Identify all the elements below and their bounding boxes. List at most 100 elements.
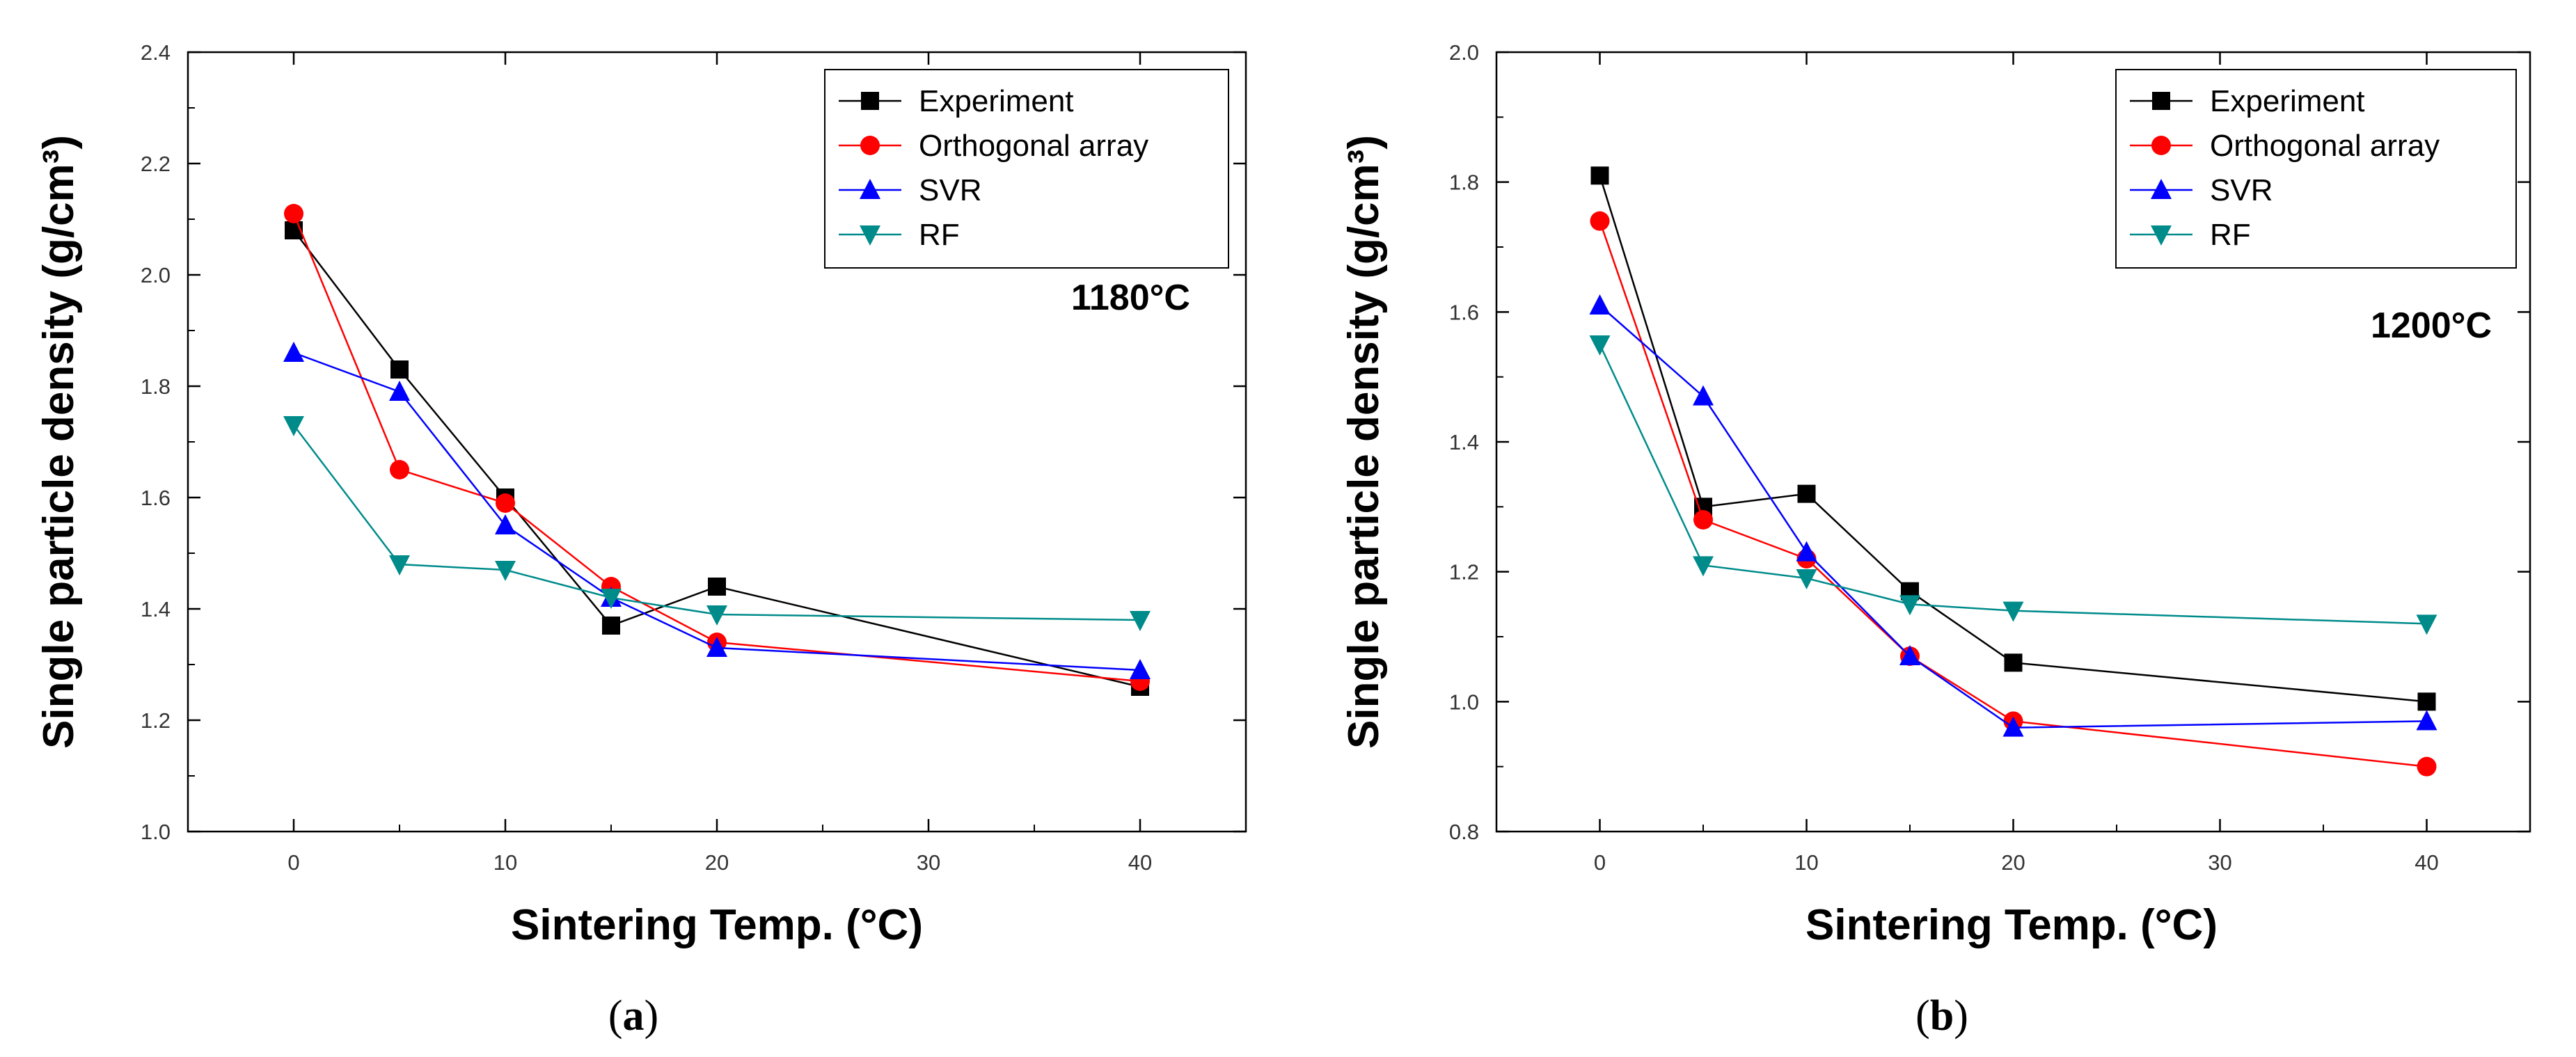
y-tick-label: 2.0 <box>1449 40 1479 65</box>
series-line <box>292 213 1141 683</box>
data-point <box>390 460 409 479</box>
data-point <box>1693 385 1714 406</box>
data-point <box>1590 166 1609 185</box>
y-tick-label: 1.4 <box>1449 430 1479 454</box>
series-line <box>1599 221 2427 768</box>
y-axis-title: Single particle density (g/cm³) <box>1340 135 1388 749</box>
data-point <box>1796 541 1817 562</box>
y-tick-label: 0.8 <box>1449 820 1479 844</box>
data-point <box>283 342 304 362</box>
x-axis-title: Sintering Temp. (°C) <box>1805 901 2218 949</box>
x-tick-label: 40 <box>2415 850 2438 875</box>
chart-panel-b: 0 10 20 30 40 0.8 1.0 1.2 1.4 1.6 1.8 2.0 Sintering … <box>1340 40 2531 1040</box>
chart-panel-a: 0 10 20 30 40 1.0 1.2 1.4 1.6 1.8 2.0 2.2 2.4 Sinteri… <box>35 40 1247 1040</box>
legend-label: Orthogonal array <box>2210 129 2440 163</box>
x-tick-label: 20 <box>2001 850 2025 875</box>
data-point <box>601 589 622 609</box>
data-point <box>2002 601 2024 622</box>
legend-marker <box>860 179 880 199</box>
series-line <box>1599 305 2427 729</box>
x-tick-label: 10 <box>493 850 517 875</box>
x-tick-label: 10 <box>1794 850 1818 875</box>
panel-label: (a) <box>608 992 658 1040</box>
series-line <box>293 351 1141 671</box>
data-point <box>1589 335 1611 356</box>
data-point <box>2416 710 2437 731</box>
y-tick-label: 2.4 <box>141 40 171 65</box>
x-tick-label: 0 <box>287 850 299 875</box>
panel-letter: b <box>1930 992 1954 1040</box>
x-tick-label: 0 <box>1594 850 1606 875</box>
data-point <box>706 637 727 657</box>
panel-label: (b) <box>1915 992 1968 1040</box>
data-point <box>1693 556 1714 577</box>
data-point <box>2417 692 2436 711</box>
data-point <box>1899 645 1920 665</box>
legend-marker <box>2151 225 2172 246</box>
y-tick-label: 2.2 <box>141 152 171 176</box>
data-point <box>1130 611 1151 631</box>
legend-marker <box>860 225 880 246</box>
legend-marker <box>861 92 879 110</box>
legend-label: RF <box>2210 218 2251 252</box>
legend-marker <box>2151 136 2171 155</box>
legend-label: SVR <box>2210 173 2273 207</box>
x-axis-title: Sintering Temp. (°C) <box>511 901 923 949</box>
data-point <box>1797 484 1816 503</box>
data-point <box>2416 614 2437 635</box>
x-tick-label: 30 <box>2208 850 2231 875</box>
y-tick-label: 1.4 <box>141 597 171 621</box>
data-point <box>1693 510 1713 530</box>
data-point <box>706 605 727 626</box>
series-orthogonal-array <box>1590 211 2437 777</box>
data-point <box>389 555 410 575</box>
y-axis-title: Single particle density (g/cm³) <box>35 135 83 749</box>
panel-letter: a <box>623 992 645 1040</box>
legend: Experiment Orthogonal array SVR RF <box>2115 69 2517 269</box>
panel-label-close: ) <box>645 992 659 1040</box>
y-tick-label: 1.2 <box>1449 560 1479 585</box>
series-line <box>293 424 1141 621</box>
y-tick-label: 1.2 <box>141 708 171 733</box>
data-point <box>389 381 410 401</box>
y-tick-label: 2.0 <box>141 263 171 287</box>
panel-label-open: ( <box>608 992 623 1040</box>
data-point <box>1130 659 1151 679</box>
y-tick-label: 1.0 <box>141 820 171 844</box>
y-tick-label: 1.6 <box>1449 300 1479 324</box>
data-point <box>1899 595 1920 616</box>
data-point <box>1590 211 1610 231</box>
data-point <box>390 360 409 379</box>
x-tick-label: 30 <box>917 850 940 875</box>
y-tick-label: 1.6 <box>141 486 171 510</box>
data-point <box>708 578 726 596</box>
data-point <box>495 514 516 534</box>
y-tick-label: 1.8 <box>141 374 171 399</box>
panel-label-close: ) <box>1954 992 1968 1040</box>
series-line <box>1599 175 2427 703</box>
series-line <box>1599 344 2427 625</box>
series-svr <box>1589 294 2437 737</box>
data-point <box>2417 756 2437 777</box>
data-point <box>496 493 515 513</box>
data-point <box>1796 569 1817 589</box>
temperature-annotation: 1180°C <box>1071 278 1190 318</box>
legend-label: Orthogonal array <box>919 129 1148 163</box>
temperature-annotation: 1200°C <box>2371 305 2492 346</box>
legend-label: SVR <box>919 173 981 207</box>
panel-label-open: ( <box>1915 992 1930 1040</box>
legend: Experiment Orthogonal array SVR RF <box>824 69 1229 269</box>
data-point <box>283 416 304 436</box>
x-tick-label: 20 <box>705 850 729 875</box>
series-rf <box>283 416 1151 631</box>
y-tick-label: 1.8 <box>1449 170 1479 195</box>
data-point <box>284 204 303 223</box>
data-point <box>2002 716 2024 737</box>
legend-label: Experiment <box>919 84 1074 118</box>
legend-label: Experiment <box>2210 84 2365 118</box>
data-point <box>495 561 516 581</box>
legend-label: RF <box>919 218 960 252</box>
data-point <box>2004 653 2023 672</box>
series-rf <box>1589 335 2437 635</box>
